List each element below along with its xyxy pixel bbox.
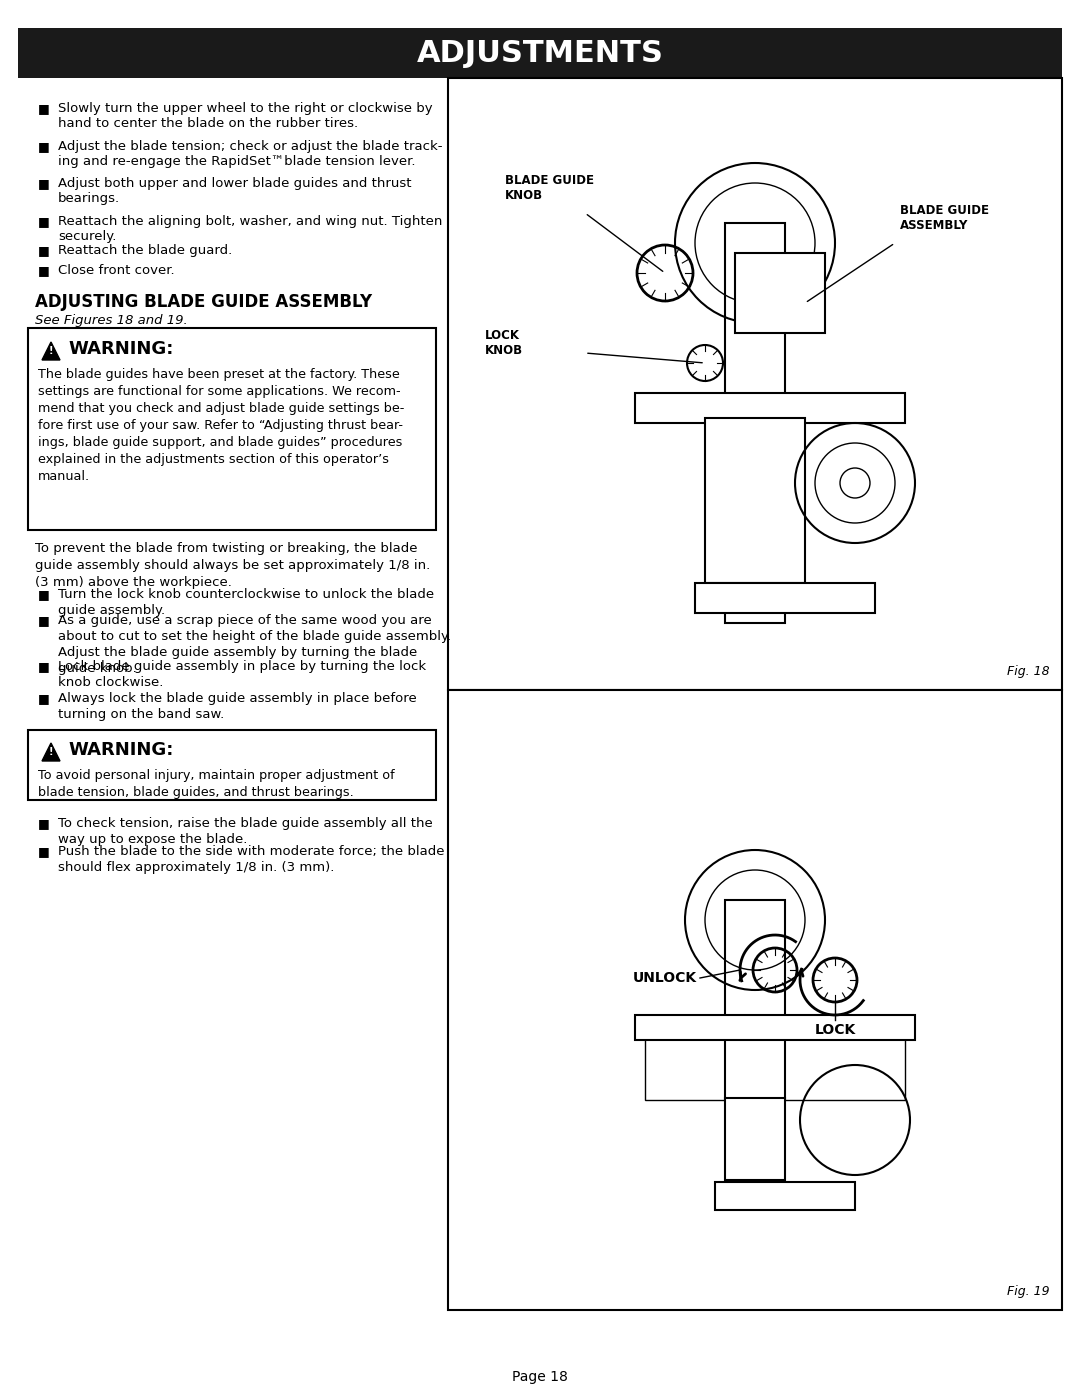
Text: Reattach the blade guard.: Reattach the blade guard. <box>58 244 232 257</box>
Text: Always lock the blade guide assembly in place before
turning on the band saw.: Always lock the blade guide assembly in … <box>58 692 417 721</box>
FancyBboxPatch shape <box>28 731 436 800</box>
Text: Slowly turn the upper wheel to the right or clockwise by
hand to center the blad: Slowly turn the upper wheel to the right… <box>58 102 433 130</box>
FancyBboxPatch shape <box>635 393 905 423</box>
FancyBboxPatch shape <box>725 900 785 1099</box>
Text: ADJUSTING BLADE GUIDE ASSEMBLY: ADJUSTING BLADE GUIDE ASSEMBLY <box>35 293 373 312</box>
Text: BLADE GUIDE
ASSEMBLY: BLADE GUIDE ASSEMBLY <box>900 204 989 232</box>
Text: ■: ■ <box>38 692 50 705</box>
FancyBboxPatch shape <box>645 1038 905 1099</box>
Text: ADJUSTMENTS: ADJUSTMENTS <box>417 39 663 67</box>
FancyBboxPatch shape <box>448 78 1062 690</box>
Text: To prevent the blade from twisting or breaking, the blade
guide assembly should : To prevent the blade from twisting or br… <box>35 542 430 590</box>
FancyBboxPatch shape <box>696 583 875 613</box>
Text: WARNING:: WARNING: <box>68 740 174 759</box>
FancyBboxPatch shape <box>715 1182 855 1210</box>
FancyBboxPatch shape <box>28 328 436 529</box>
Text: LOCK: LOCK <box>814 1023 855 1037</box>
Text: ■: ■ <box>38 817 50 830</box>
Text: LOCK
KNOB: LOCK KNOB <box>485 330 523 358</box>
Text: ■: ■ <box>38 244 50 257</box>
FancyBboxPatch shape <box>635 1016 915 1039</box>
Text: ■: ■ <box>38 264 50 277</box>
Text: Adjust the blade tension; check or adjust the blade track-
ing and re-engage the: Adjust the blade tension; check or adjus… <box>58 140 443 168</box>
FancyBboxPatch shape <box>18 28 1062 78</box>
Text: ■: ■ <box>38 588 50 601</box>
Text: Adjust both upper and lower blade guides and thrust
bearings.: Adjust both upper and lower blade guides… <box>58 177 411 205</box>
Text: Fig. 19: Fig. 19 <box>1008 1285 1050 1298</box>
Text: UNLOCK: UNLOCK <box>633 971 697 985</box>
Text: The blade guides have been preset at the factory. These
settings are functional : The blade guides have been preset at the… <box>38 367 404 483</box>
Text: Close front cover.: Close front cover. <box>58 264 175 277</box>
Text: ■: ■ <box>38 845 50 858</box>
Text: !: ! <box>49 346 53 356</box>
Text: ■: ■ <box>38 140 50 154</box>
Text: Fig. 18: Fig. 18 <box>1008 665 1050 678</box>
FancyBboxPatch shape <box>725 224 785 623</box>
Text: See Figures 18 and 19.: See Figures 18 and 19. <box>35 314 188 327</box>
Text: Page 18: Page 18 <box>512 1370 568 1384</box>
Text: ■: ■ <box>38 615 50 627</box>
Text: ■: ■ <box>38 177 50 190</box>
Text: WARNING:: WARNING: <box>68 339 174 358</box>
Text: To avoid personal injury, maintain proper adjustment of
blade tension, blade gui: To avoid personal injury, maintain prope… <box>38 768 394 799</box>
Polygon shape <box>42 342 60 360</box>
FancyBboxPatch shape <box>735 253 825 332</box>
Text: ■: ■ <box>38 659 50 673</box>
Text: As a guide, use a scrap piece of the same wood you are
about to cut to set the h: As a guide, use a scrap piece of the sam… <box>58 615 451 675</box>
Text: Turn the lock knob counterclockwise to unlock the blade
guide assembly.: Turn the lock knob counterclockwise to u… <box>58 588 434 617</box>
Text: BLADE GUIDE
KNOB: BLADE GUIDE KNOB <box>505 175 594 203</box>
Text: To check tension, raise the blade guide assembly all the
way up to expose the bl: To check tension, raise the blade guide … <box>58 817 433 847</box>
Text: Lock blade guide assembly in place by turning the lock
knob clockwise.: Lock blade guide assembly in place by tu… <box>58 659 427 689</box>
FancyBboxPatch shape <box>705 418 805 583</box>
FancyBboxPatch shape <box>448 690 1062 1310</box>
FancyBboxPatch shape <box>725 1098 785 1180</box>
Text: Push the blade to the side with moderate force; the blade
should flex approximat: Push the blade to the side with moderate… <box>58 845 445 875</box>
Text: !: ! <box>49 747 53 757</box>
Polygon shape <box>42 743 60 761</box>
Text: ■: ■ <box>38 102 50 115</box>
Text: ■: ■ <box>38 215 50 228</box>
Text: Reattach the aligning bolt, washer, and wing nut. Tighten
securely.: Reattach the aligning bolt, washer, and … <box>58 215 443 243</box>
